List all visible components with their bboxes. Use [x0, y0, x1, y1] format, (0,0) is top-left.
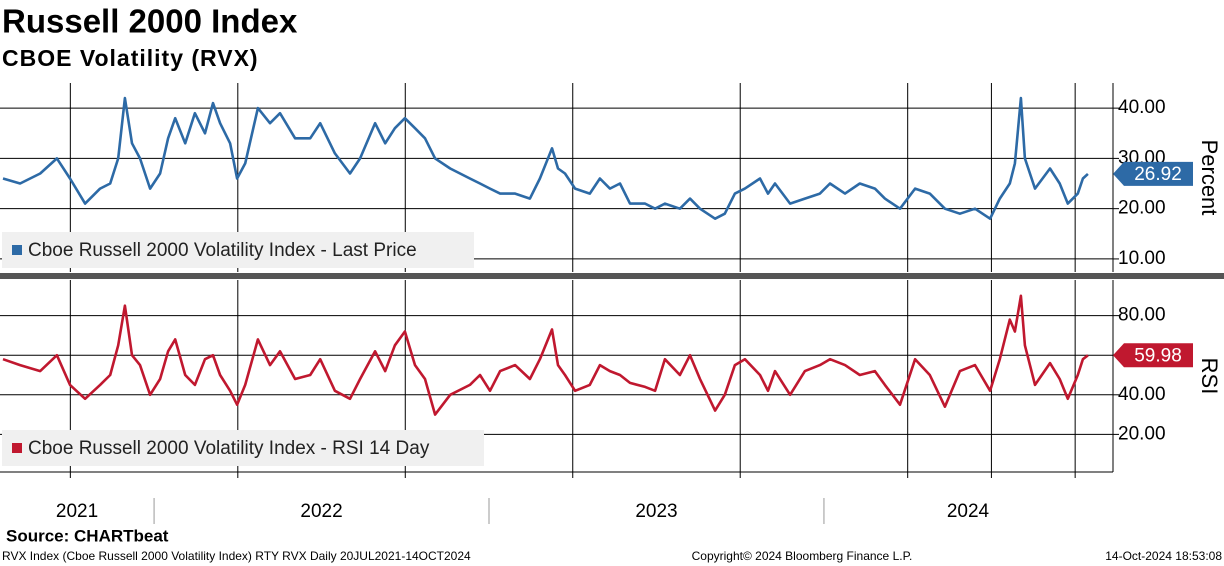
- x-tick-label: 2023: [635, 501, 677, 522]
- legend-swatch: [12, 245, 22, 255]
- x-tick-label: 2024: [947, 501, 990, 522]
- legend-box: [2, 232, 474, 268]
- y-tick-label: 20.00: [1118, 198, 1166, 219]
- last-value-tag: [1113, 343, 1193, 368]
- y-tick-label: 10.00: [1118, 248, 1166, 269]
- x-tick-label: 2021: [56, 501, 98, 522]
- last-value-label: 59.98: [1134, 345, 1182, 366]
- legend-box: [2, 430, 484, 466]
- data-line: [2, 96, 1089, 220]
- panel-separator: [0, 273, 1224, 279]
- legend-swatch: [12, 443, 22, 453]
- y-axis-title: RSI: [1197, 358, 1222, 395]
- footer-right: 14-Oct-2024 18:53:08: [1105, 549, 1222, 563]
- last-value-label: 26.92: [1134, 164, 1182, 185]
- data-line: [2, 294, 1089, 416]
- source: Source: CHARTbeat: [6, 526, 169, 545]
- chart-subtitle: CBOE Volatility (RVX): [2, 45, 259, 71]
- legend-label: Cboe Russell 2000 Volatility Index - RSI…: [28, 438, 430, 459]
- x-tick-label: 2022: [300, 501, 342, 522]
- y-tick-label: 40.00: [1118, 384, 1166, 405]
- footer-left: RVX Index (Cboe Russell 2000 Volatility …: [2, 549, 471, 563]
- chart-title: Russell 2000 Index: [2, 3, 298, 40]
- legend-label: Cboe Russell 2000 Volatility Index - Las…: [28, 240, 417, 261]
- y-tick-label: 40.00: [1118, 97, 1166, 118]
- footer-center: Copyright© 2024 Bloomberg Finance L.P.: [692, 549, 913, 563]
- y-axis-title: Percent: [1197, 140, 1222, 216]
- y-tick-label: 80.00: [1118, 305, 1166, 326]
- y-tick-label: 20.00: [1118, 423, 1166, 444]
- last-value-tag: [1113, 161, 1193, 186]
